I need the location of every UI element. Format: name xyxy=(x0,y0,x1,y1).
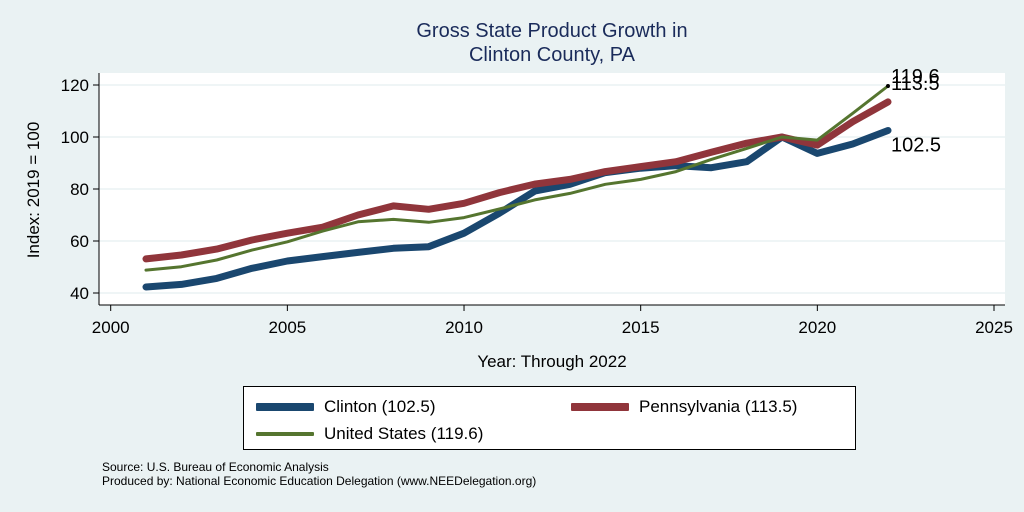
x-tick-label: 2005 xyxy=(268,318,306,337)
legend-item-clinton: Clinton (102.5) xyxy=(256,397,436,417)
x-axis-label: Year: Through 2022 xyxy=(477,352,627,371)
chart-title: Gross State Product Growth in xyxy=(416,20,688,42)
y-axis-ticks: 40 60 80 100 120 xyxy=(61,76,99,303)
x-tick-label: 2000 xyxy=(92,318,130,337)
produced-by-note: Produced by: National Economic Education… xyxy=(102,474,537,488)
y-tick-label: 100 xyxy=(61,128,89,147)
legend-item-united-states: United States (119.6) xyxy=(256,424,483,444)
chart-subtitle: Clinton County, PA xyxy=(468,44,635,66)
us-endpoint-marker xyxy=(886,84,891,89)
series-lines xyxy=(142,84,892,291)
series-line-pennsylvania xyxy=(142,98,892,263)
y-tick-label: 120 xyxy=(61,76,89,95)
x-axis-ticks: 2000 2005 2010 2015 2020 2025 xyxy=(92,305,1013,337)
legend-label-pennsylvania: Pennsylvania (113.5) xyxy=(639,397,798,416)
source-note: Source: U.S. Bureau of Economic Analysis xyxy=(102,460,329,474)
y-tick-label: 60 xyxy=(70,232,89,251)
x-tick-label: 2015 xyxy=(622,318,660,337)
legend-swatch-pennsylvania xyxy=(571,403,629,411)
legend-label-united-states: United States (119.6) xyxy=(324,424,484,443)
legend-swatch-united-states xyxy=(256,432,314,436)
x-tick-label: 2010 xyxy=(445,318,483,337)
legend-item-pennsylvania: Pennsylvania (113.5) xyxy=(571,397,797,417)
x-tick-label: 2025 xyxy=(975,318,1013,337)
legend-swatch-clinton xyxy=(256,403,314,411)
legend: Clinton (102.5) Pennsylvania (113.5) Uni… xyxy=(243,386,856,450)
end-label-united-states: 119.6 xyxy=(891,66,940,88)
x-tick-label: 2020 xyxy=(798,318,836,337)
end-label-clinton: 102.5 xyxy=(891,135,941,157)
end-label-pennsylvania: 113.5 xyxy=(891,73,940,95)
series-line-clinton xyxy=(142,127,892,291)
y-tick-label: 80 xyxy=(70,180,89,199)
legend-label-clinton: Clinton (102.5) xyxy=(324,397,436,416)
y-axis-label: Index: 2019 = 100 xyxy=(24,121,43,259)
series-line-united-states xyxy=(144,84,890,272)
y-tick-label: 40 xyxy=(70,284,89,303)
